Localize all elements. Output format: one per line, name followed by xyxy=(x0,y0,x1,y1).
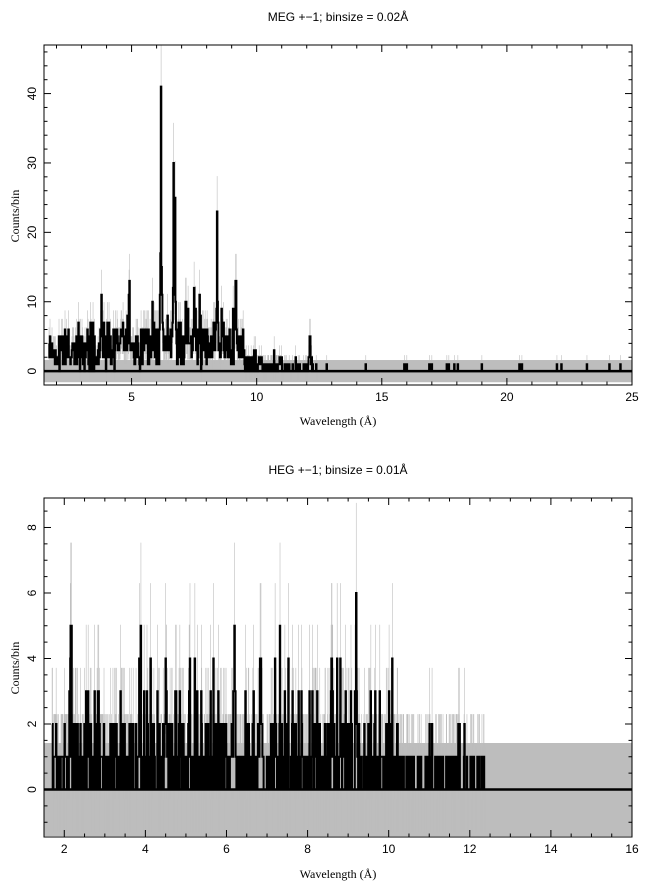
meg-x-axis: 5 10 15 20 25 xyxy=(56,45,639,404)
meg-error-bars xyxy=(44,45,632,383)
y-tick-label: 2 xyxy=(25,720,39,727)
heg-x-label: Wavelength (Å) xyxy=(300,867,377,881)
meg-panel: MEG +−1; binsize = 0.02Å 5 10 15 20 25 0 10 20… xyxy=(8,9,639,428)
x-tick-label: 2 xyxy=(61,842,68,856)
x-tick-label: 6 xyxy=(223,842,230,856)
y-tick-label: 30 xyxy=(25,156,39,170)
heg-data-histogram xyxy=(44,592,632,791)
x-tick-label: 10 xyxy=(250,390,264,404)
y-tick-label: 0 xyxy=(25,786,39,793)
x-tick-label: 4 xyxy=(142,842,149,856)
heg-plot-frame xyxy=(43,497,633,838)
x-tick-label: 12 xyxy=(463,842,477,856)
meg-y-axis: 0 10 20 30 40 xyxy=(25,51,632,386)
x-tick-label: 14 xyxy=(544,842,558,856)
x-tick-label: 25 xyxy=(625,390,639,404)
y-tick-label: 10 xyxy=(25,295,39,309)
y-tick-label: 8 xyxy=(25,524,39,531)
x-tick-label: 5 xyxy=(128,390,135,404)
heg-title: HEG +−1; binsize = 0.01Å xyxy=(268,462,407,477)
meg-data-histogram xyxy=(44,85,632,373)
y-tick-label: 0 xyxy=(25,367,39,374)
meg-x-label: Wavelength (Å) xyxy=(300,414,377,428)
y-tick-label: 4 xyxy=(25,655,39,662)
heg-x-axis: 2 4 6 8 10 12 14 16 xyxy=(43,498,639,856)
x-tick-label: 10 xyxy=(382,842,396,856)
y-tick-label: 20 xyxy=(25,225,39,239)
x-tick-label: 16 xyxy=(625,842,639,856)
meg-y-label: Counts/bin xyxy=(8,190,22,243)
heg-panel: HEG +−1; binsize = 0.01Å 2 4 6 8 10 12 14 16 02… xyxy=(8,462,639,881)
x-tick-label: 15 xyxy=(375,390,389,404)
y-tick-label: 40 xyxy=(25,87,39,101)
meg-plot-frame xyxy=(43,44,633,386)
x-tick-label: 8 xyxy=(304,842,311,856)
heg-y-label: Counts/bin xyxy=(8,642,22,695)
x-tick-label: 20 xyxy=(500,390,514,404)
heg-y-axis: 0 2 4 6 8 xyxy=(25,510,632,823)
y-tick-label: 6 xyxy=(25,589,39,596)
meg-title: MEG +−1; binsize = 0.02Å xyxy=(268,9,408,24)
